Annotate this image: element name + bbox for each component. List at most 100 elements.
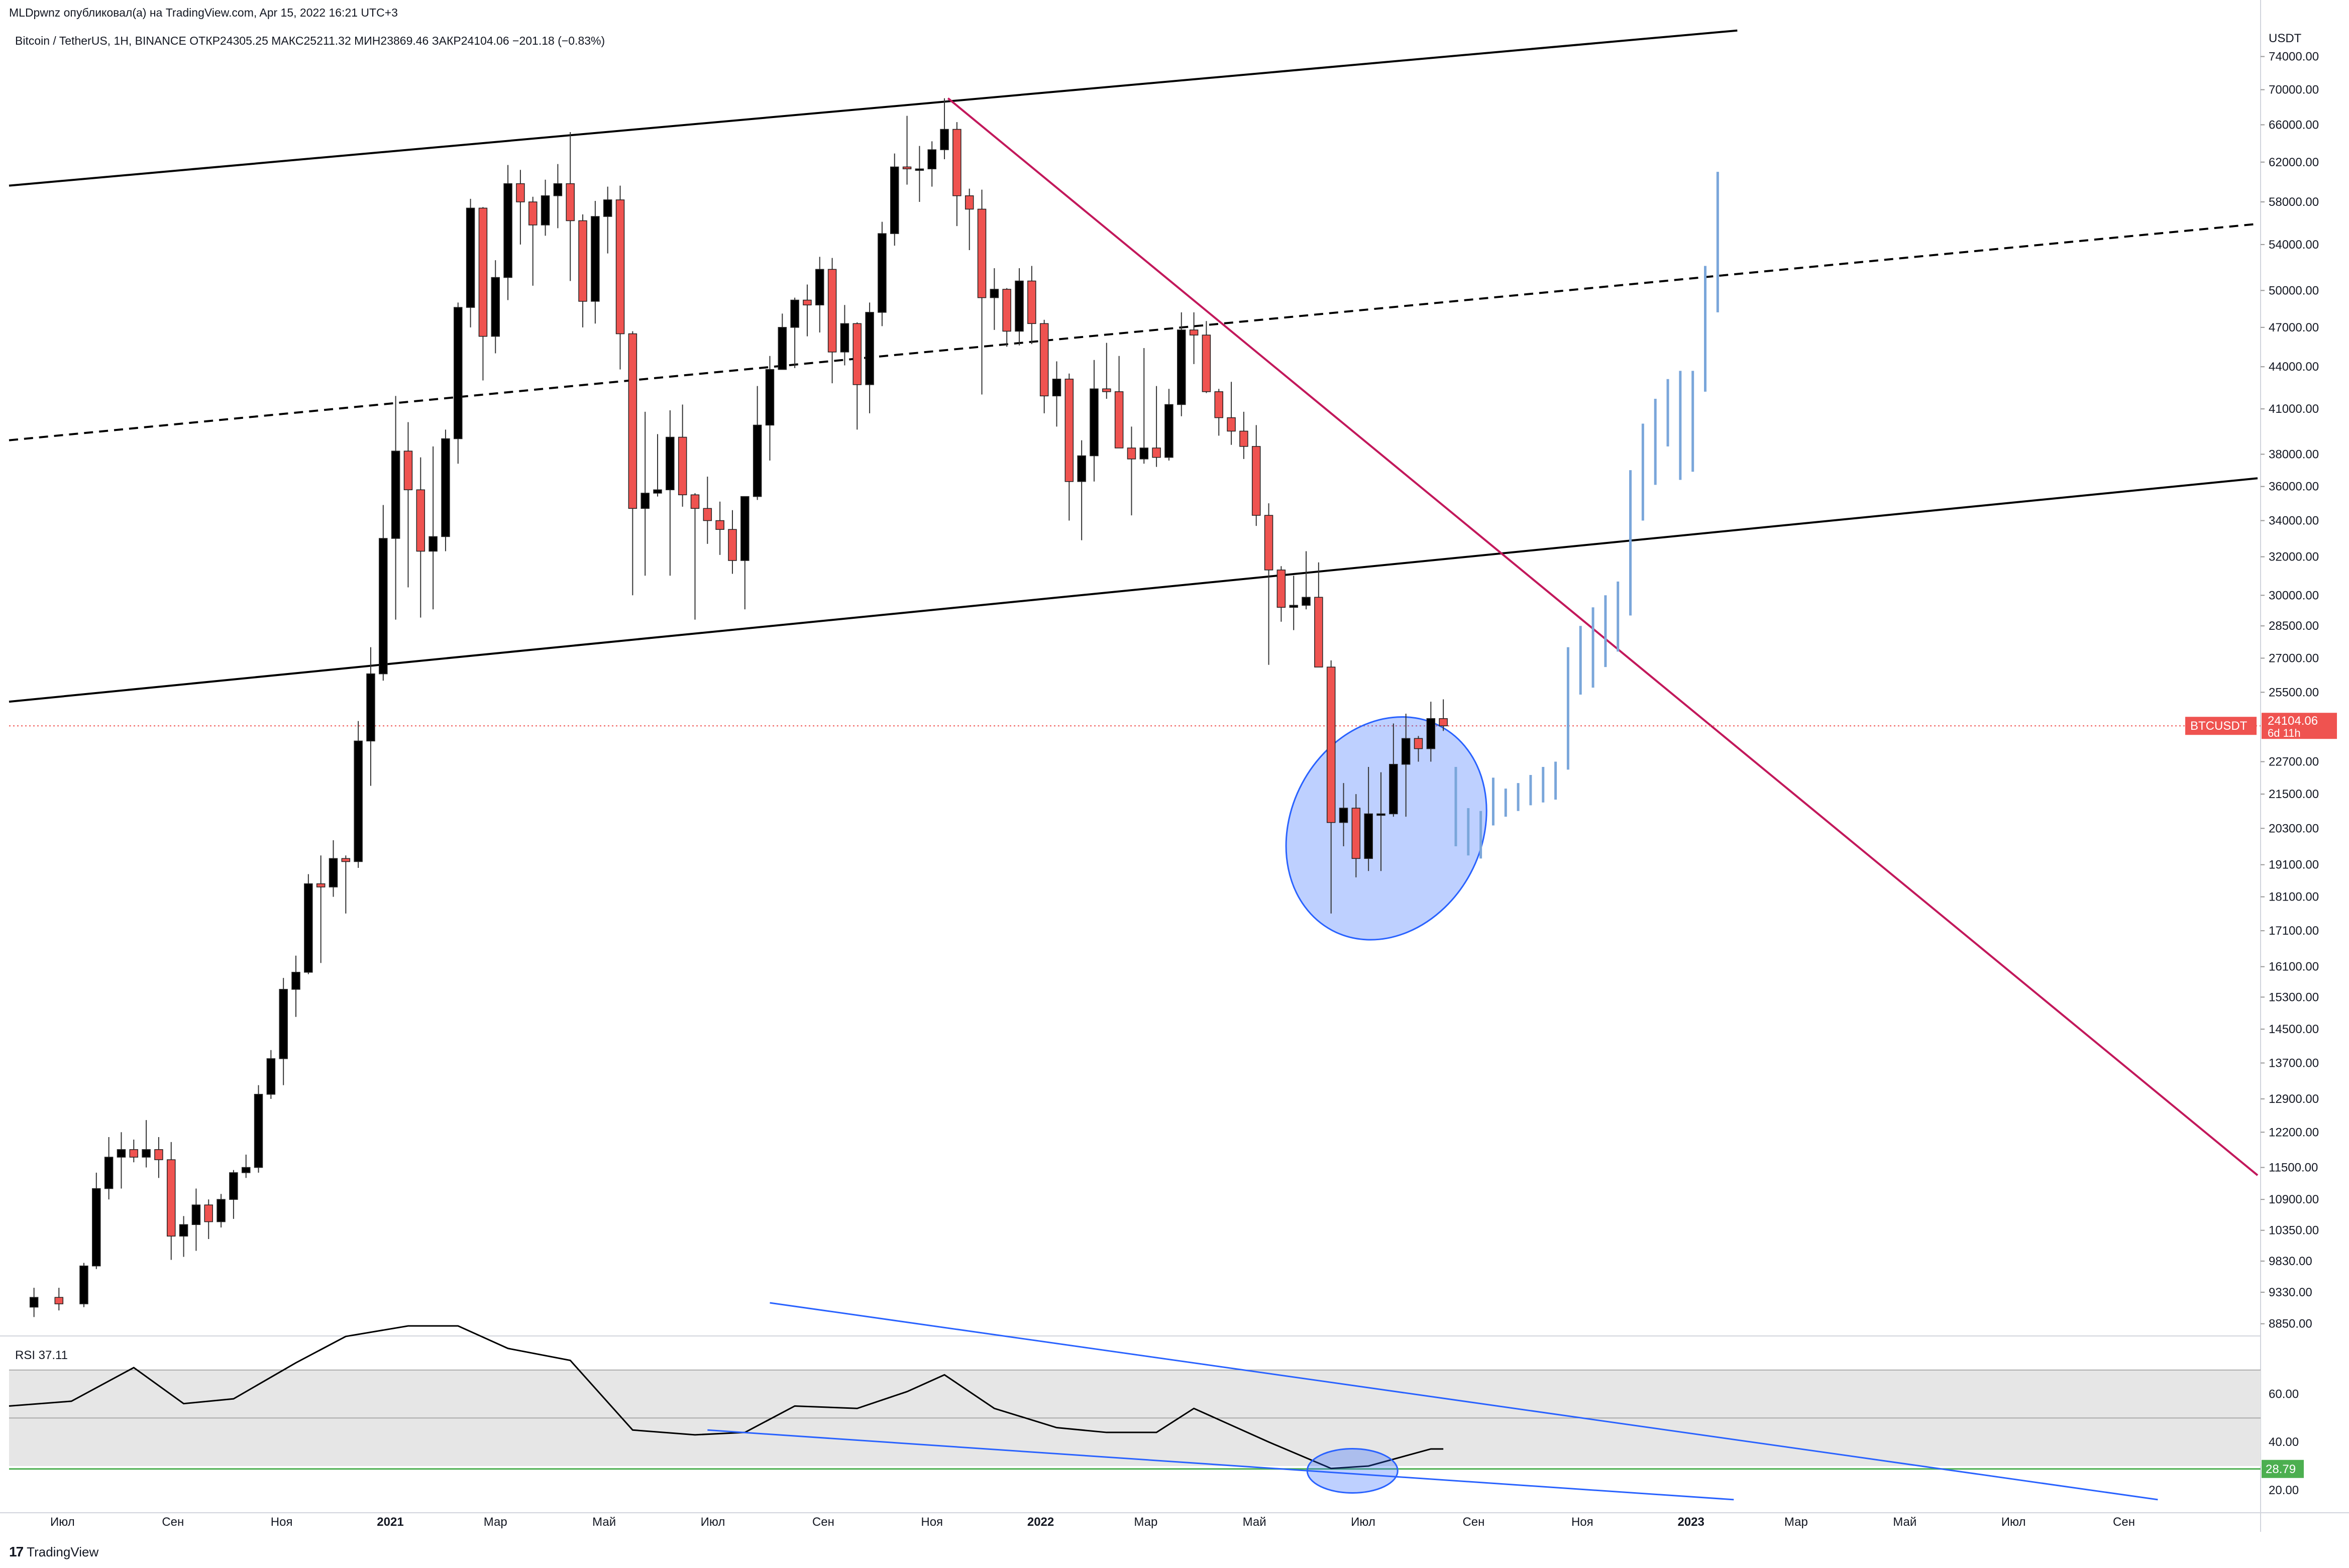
price-tick-label: 10900.00 [2269, 1193, 2319, 1206]
last-price-countdown: 6d 11h [2268, 727, 2301, 739]
candle-up [640, 493, 650, 509]
downtrend-line[interactable] [947, 97, 2259, 1176]
candle-down [1027, 280, 1036, 324]
price-tick-label: 28500.00 [2269, 619, 2319, 633]
candle-down [54, 1297, 64, 1304]
price-tick-label: 15300.00 [2269, 990, 2319, 1004]
time-axis-label: Мар [484, 1515, 507, 1529]
time-axis-label: 2023 [1677, 1515, 1704, 1529]
candle-up [104, 1157, 114, 1189]
candle-up [29, 1297, 39, 1308]
tradingview-logo-icon: 17 [9, 1544, 24, 1559]
price-tick-label: 44000.00 [2269, 360, 2319, 374]
time-axis-label: Май [1243, 1515, 1266, 1529]
rsi-trend-line-1[interactable] [707, 1429, 1734, 1501]
price-tick-label: 13700.00 [2269, 1057, 2319, 1070]
publisher-header: MLDpwnz опубликовал(а) на TradingView.co… [9, 6, 398, 19]
price-tick-label: 74000.00 [2269, 50, 2319, 64]
channel-bottom-line[interactable] [9, 477, 2258, 703]
time-axis-label: 2022 [1027, 1515, 1054, 1529]
candle-down [902, 166, 912, 170]
candle-down [827, 269, 837, 353]
candle-up [1164, 404, 1173, 458]
price-tick-label: 32000.00 [2269, 550, 2319, 564]
candle-down [678, 436, 687, 496]
candle-up [503, 183, 512, 278]
candle-up [940, 129, 949, 150]
rsi-legend-label: RSI 37.11 [15, 1349, 68, 1362]
channel-top-line[interactable] [9, 29, 1738, 187]
price-tick-label: 41000.00 [2269, 402, 2319, 416]
price-tick-label: 8850.00 [2269, 1317, 2312, 1331]
candle-down [1264, 515, 1273, 571]
price-tick-label: 16100.00 [2269, 960, 2319, 974]
price-tick-label: 12900.00 [2269, 1092, 2319, 1106]
candle-up [441, 438, 450, 537]
time-axis-label: Ноя [921, 1515, 943, 1529]
symbol-legend: Bitcoin / TetherUS, 1H, BINANCE ОТКР2430… [15, 34, 605, 47]
candle-down [628, 333, 637, 509]
price-tick-label: 36000.00 [2269, 480, 2319, 494]
price-tick-label: 30000.00 [2269, 589, 2319, 602]
candle-up [379, 538, 388, 675]
price-tick-label: 27000.00 [2269, 651, 2319, 665]
candle-up [603, 199, 612, 217]
candle-up [142, 1149, 151, 1158]
candle-down [1251, 446, 1261, 516]
candle-up [1339, 808, 1348, 823]
candle-up [927, 149, 936, 170]
rsi-trend-line-2[interactable] [770, 1302, 2158, 1501]
candle-down [728, 529, 737, 561]
time-axis-label: Сен [2113, 1515, 2135, 1529]
candle-up [1177, 329, 1186, 405]
time-axis-label: Май [1893, 1515, 1916, 1529]
time-axis-label: Июл [50, 1515, 75, 1529]
bottom-highlight-ellipse[interactable] [1248, 682, 1525, 975]
symbol-tag [2185, 717, 2257, 735]
candle-up [79, 1265, 88, 1304]
candle-up [1052, 379, 1061, 397]
price-tick-label: 58000.00 [2269, 195, 2319, 209]
candle-down [516, 183, 525, 202]
candle-up [915, 168, 924, 171]
candle-down [566, 183, 575, 221]
candle-up [429, 536, 438, 552]
rsi-tick-label: 20.00 [2269, 1484, 2299, 1497]
candle-up [304, 883, 313, 973]
candle-up [840, 323, 849, 353]
candle-up [117, 1149, 126, 1158]
price-tick-label: 50000.00 [2269, 284, 2319, 297]
price-tick-label: 54000.00 [2269, 238, 2319, 252]
candle-down [715, 520, 724, 530]
rsi-highlight-ellipse[interactable] [1306, 1448, 1399, 1494]
candle-up [354, 740, 363, 862]
candle-up [92, 1188, 101, 1267]
time-axis-label: Июл [1351, 1515, 1375, 1529]
candle-up [765, 369, 775, 426]
candle-up [391, 451, 400, 539]
price-tick-label: 14500.00 [2269, 1023, 2319, 1036]
price-tick-label: 17100.00 [2269, 924, 2319, 938]
time-axis-label: Ноя [271, 1515, 293, 1529]
candle-up [591, 216, 600, 302]
candle-up [553, 183, 563, 196]
candle-up [291, 972, 300, 990]
candle-down [1102, 388, 1111, 392]
candle-down [528, 201, 538, 226]
candle-up [241, 1167, 251, 1173]
candle-down [1064, 379, 1074, 482]
candle-down [852, 323, 862, 385]
rsi-value-tag [2262, 1460, 2304, 1478]
candle-up [653, 489, 662, 494]
candle-up [1376, 813, 1385, 816]
candle-down [690, 494, 700, 509]
candle-up [366, 673, 375, 742]
price-tick-label: 20300.00 [2269, 822, 2319, 835]
candle-up [740, 496, 750, 561]
candle-down [1276, 570, 1286, 608]
channel-mid-dashed-line[interactable] [9, 222, 2258, 441]
price-tick-label: 22700.00 [2269, 755, 2319, 769]
price-tick-label: 47000.00 [2269, 321, 2319, 334]
candle-down [1326, 666, 1336, 823]
